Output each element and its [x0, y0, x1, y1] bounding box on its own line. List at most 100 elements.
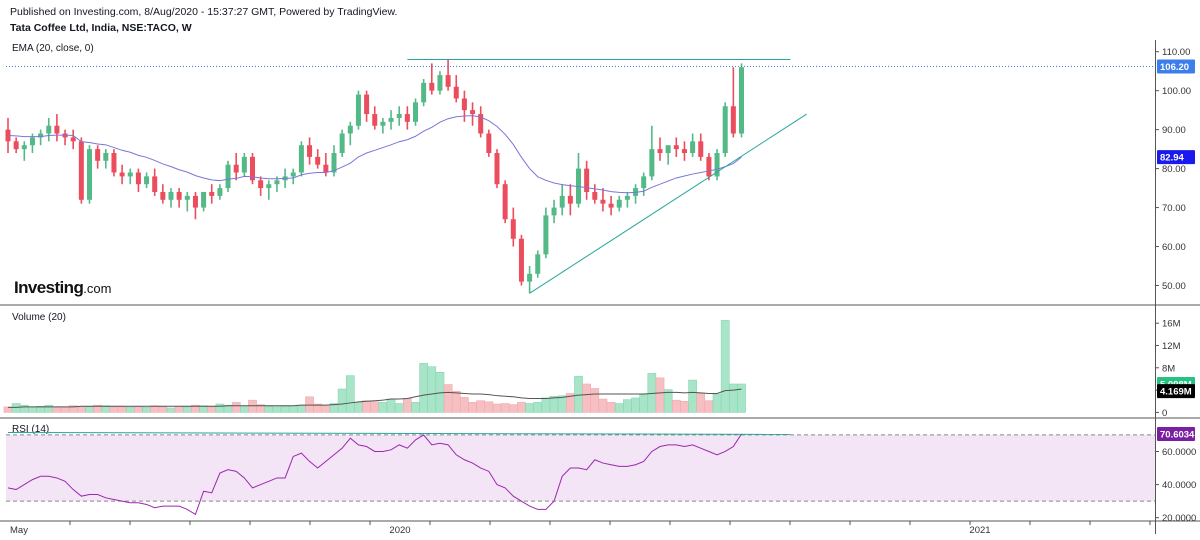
- volume-bar: [231, 402, 241, 413]
- time-axis-label: 2021: [969, 525, 990, 536]
- volume-tick-label: 0: [1162, 408, 1167, 419]
- price-bar-body: [176, 191, 182, 200]
- price-bar-body: [722, 106, 728, 154]
- price-bar-body: [135, 172, 141, 185]
- volume-bar: [182, 406, 192, 413]
- ema-line: [7, 115, 742, 194]
- price-tick-label: 50.00: [1162, 281, 1186, 292]
- ema-value-badge-bg: [1157, 150, 1195, 165]
- volume-tick-label: 8M: [1162, 363, 1175, 374]
- indicator-lines: [6, 58, 1155, 516]
- volume-tick-label: 12M: [1162, 341, 1181, 352]
- price-bar-body: [87, 149, 92, 200]
- volume-bar: [680, 401, 689, 413]
- price-bar-body: [201, 191, 207, 208]
- price-bar-body: [486, 133, 492, 154]
- volume-bar: [623, 399, 632, 413]
- volume-bar: [614, 403, 624, 413]
- price-bar-body: [739, 67, 744, 134]
- volume-bar: [378, 402, 388, 413]
- volume-bar: [688, 379, 697, 413]
- rsi-tick-label: 20.0000: [1162, 513, 1196, 524]
- volume-bar: [492, 403, 502, 413]
- time-axis-label: May: [10, 525, 28, 536]
- price-bar-body: [364, 94, 370, 115]
- price-bar-body: [567, 195, 573, 204]
- price-bar-body: [70, 137, 76, 142]
- price-bar-body: [535, 254, 541, 274]
- volume-bar: [411, 402, 420, 413]
- volume-bar: [525, 403, 534, 413]
- volume-bar: [508, 404, 518, 413]
- last-price-badge-bg: [1157, 59, 1195, 74]
- volume-bar: [297, 404, 306, 413]
- volume-bar: [712, 393, 722, 413]
- price-bar-body: [339, 133, 345, 154]
- price-bar-body: [103, 153, 109, 161]
- price-y-axis: 50.00 60.00 70.00 80.00 90.00 100.00 110.00: [1155, 47, 1191, 292]
- price-bar-body: [298, 145, 304, 173]
- price-bar-body: [13, 141, 19, 150]
- volume-bar: [77, 406, 86, 413]
- volume-bar: [403, 398, 412, 413]
- price-bar-body: [657, 149, 663, 154]
- price-bar-body: [494, 153, 500, 185]
- volume-label: Volume (20): [12, 312, 66, 323]
- price-bar-body: [413, 102, 418, 122]
- volume-bar: [451, 390, 461, 413]
- volume-bar: [264, 406, 274, 413]
- price-bar-body: [184, 195, 190, 200]
- price-bar-body: [111, 153, 117, 173]
- price-bar-body: [461, 98, 467, 111]
- support-trendline: [529, 113, 807, 294]
- price-bar-body: [274, 180, 280, 185]
- volume-bar: [386, 398, 396, 413]
- price-bar-body: [543, 215, 549, 255]
- price-bar-body: [38, 133, 44, 138]
- volume-bar: [606, 402, 616, 413]
- rsi-value-badge-bg: [1157, 426, 1195, 441]
- price-tick-label: 110.00: [1162, 47, 1190, 58]
- price-bar-body: [624, 195, 630, 200]
- volume-bar: [370, 401, 380, 413]
- price-bar-body: [355, 94, 361, 126]
- volume-bar: [533, 402, 543, 413]
- price-bar-body: [168, 191, 174, 200]
- price-bar-body: [160, 191, 166, 200]
- price-bar-body: [388, 117, 394, 122]
- price-bar-body: [527, 273, 533, 282]
- volume-bars: [3, 320, 746, 413]
- price-tick-label: 60.00: [1162, 242, 1186, 253]
- price-bar-body: [54, 125, 60, 134]
- price-bar-body: [673, 145, 679, 150]
- price-bar-body: [241, 156, 247, 173]
- volume-bar: [134, 406, 143, 413]
- price-bar-body: [78, 141, 84, 200]
- price-bar-body: [225, 164, 231, 189]
- rsi-value-badge: 70.6034: [1160, 429, 1195, 440]
- volume-bar: [696, 393, 706, 413]
- price-bar-body: [714, 153, 720, 177]
- volume-bar: [549, 395, 559, 413]
- volume-bar: [207, 406, 217, 413]
- volume-bar: [639, 394, 649, 413]
- volume-bar: [305, 396, 314, 413]
- price-bar-body: [21, 145, 27, 150]
- rsi-tick-label: 40.0000: [1162, 480, 1196, 491]
- price-bar-body: [502, 184, 508, 220]
- volume-bar: [345, 375, 355, 413]
- volume-bar: [166, 407, 176, 413]
- price-bar-body: [209, 191, 215, 196]
- volume-bar: [109, 406, 119, 413]
- volume-bar: [557, 395, 567, 413]
- volume-bar: [337, 388, 347, 413]
- rsi-tick-label: 60.0000: [1162, 447, 1196, 458]
- price-bar-body: [665, 145, 671, 154]
- volume-ma-badge-bg: [1157, 384, 1195, 399]
- price-bar-body: [616, 199, 622, 208]
- publish-info: Published on Investing.com, 8/Aug/2020 -…: [10, 6, 398, 18]
- price-tick-label: 70.00: [1162, 203, 1186, 214]
- price-bar-body: [551, 207, 557, 216]
